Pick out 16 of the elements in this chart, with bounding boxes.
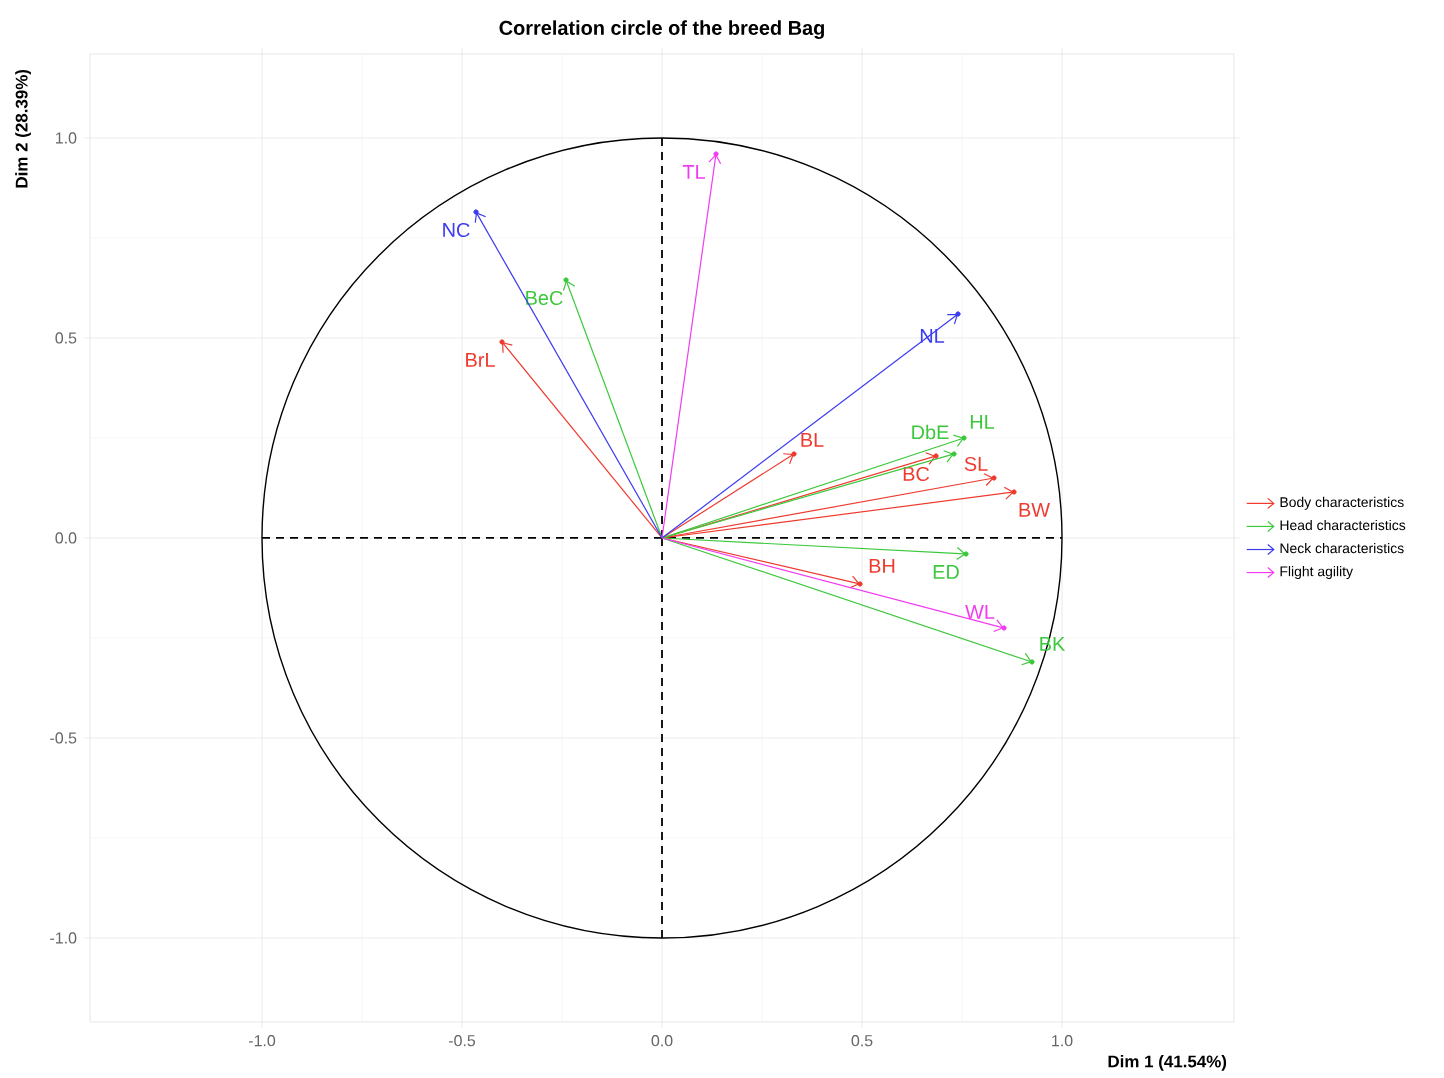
data-label: HL	[970, 415, 995, 430]
chart-title: Correlation circle of the breed Bag	[499, 20, 824, 40]
data-label: BH	[869, 559, 895, 574]
data-label: BrL	[466, 353, 495, 368]
data-label: BW	[1019, 503, 1050, 518]
data-label: ED	[933, 565, 959, 580]
data-label: DbE	[912, 424, 949, 440]
x-axis-title: Dim 1 (41.54%)	[1108, 1055, 1227, 1072]
data-label: NC	[443, 223, 470, 238]
data-label: BeC	[526, 291, 563, 306]
data-label: SL	[964, 457, 988, 472]
data-label: BC	[903, 467, 930, 482]
data-label: TL	[682, 165, 705, 180]
y-axis-title: Dim 2 (28.39%)	[15, 70, 31, 188]
data-label: WL	[965, 605, 995, 620]
data-label: BL	[801, 433, 824, 448]
